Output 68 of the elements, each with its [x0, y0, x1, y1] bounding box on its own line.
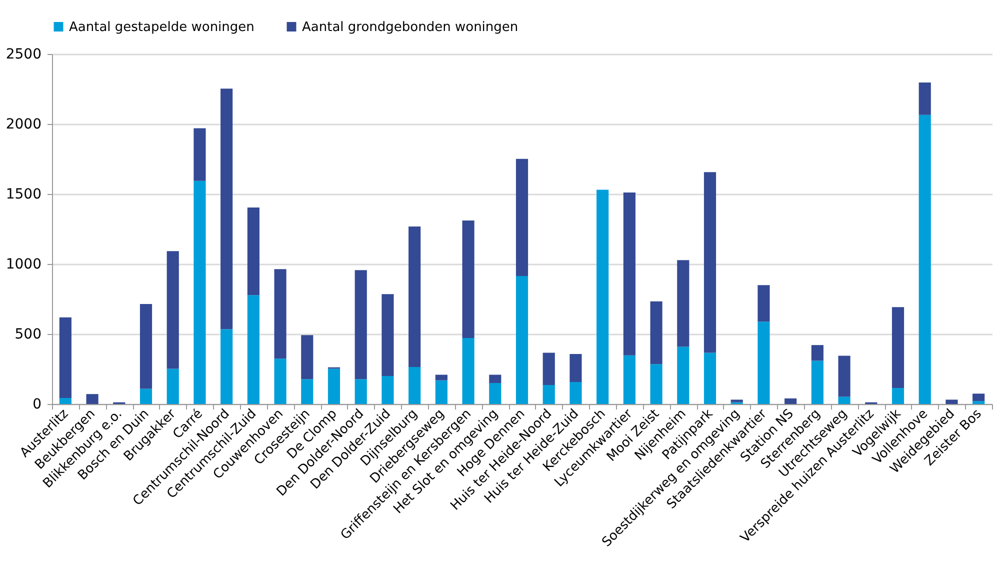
bar: [194, 128, 206, 181]
bar: [354, 379, 367, 404]
bar: [570, 354, 582, 382]
bar: [382, 376, 394, 404]
bar: [623, 192, 636, 356]
bar: [462, 220, 474, 338]
legend-label: Aantal grondgebonden woningen: [302, 20, 518, 35]
y-tick-label: 1000: [6, 256, 42, 272]
bar: [758, 285, 770, 322]
bar: [435, 374, 448, 380]
bar: [166, 251, 179, 369]
bar: [301, 379, 314, 404]
bar: [166, 368, 179, 404]
bar: [247, 207, 260, 296]
bar: [811, 345, 824, 361]
bar: [140, 304, 152, 389]
y-tick-label: 2000: [6, 116, 42, 132]
bar: [972, 401, 985, 404]
bar: [650, 301, 662, 364]
y-tick-label: 500: [14, 326, 42, 342]
bar: [704, 172, 716, 353]
bar: [516, 276, 528, 404]
y-tick-label: 0: [32, 396, 42, 412]
bar: [220, 329, 233, 404]
bar: [730, 400, 743, 402]
y-tick-label: 1500: [6, 186, 42, 202]
bar: [140, 388, 152, 404]
bar: [408, 226, 421, 368]
y-tick-label: 2500: [6, 46, 42, 62]
legend-label: Aantal gestapelde woningen: [69, 20, 254, 35]
bar: [408, 367, 421, 404]
bar: [892, 307, 904, 388]
bar: [811, 360, 824, 404]
bar: [570, 382, 582, 404]
bar: [59, 317, 72, 398]
bar: [677, 346, 690, 404]
bar: [274, 358, 286, 404]
bar: [650, 364, 662, 404]
bar: [247, 295, 260, 404]
bar: [784, 398, 797, 404]
bar: [542, 384, 555, 404]
bar: [542, 352, 555, 385]
bar: [918, 114, 931, 404]
bar: [677, 260, 690, 347]
bar: [489, 383, 502, 404]
bar: [328, 368, 340, 404]
bar: [972, 394, 985, 402]
bar: [892, 388, 904, 404]
bar: [758, 322, 770, 404]
bar: [59, 398, 72, 404]
bar: [274, 269, 286, 359]
bar: [516, 158, 528, 276]
bar: [220, 88, 233, 330]
bar: [596, 190, 609, 404]
bar: [194, 180, 206, 404]
bar: [354, 270, 367, 380]
bar: [382, 294, 394, 376]
bar: [301, 335, 314, 380]
bar: [838, 356, 850, 397]
bar: [704, 352, 716, 404]
bar: [435, 380, 448, 404]
bar: [838, 396, 850, 404]
bar: [462, 338, 474, 404]
bar: [946, 400, 958, 404]
bar: [623, 355, 636, 404]
bar: [489, 374, 502, 383]
bar: [86, 394, 98, 404]
bar: [918, 82, 931, 115]
